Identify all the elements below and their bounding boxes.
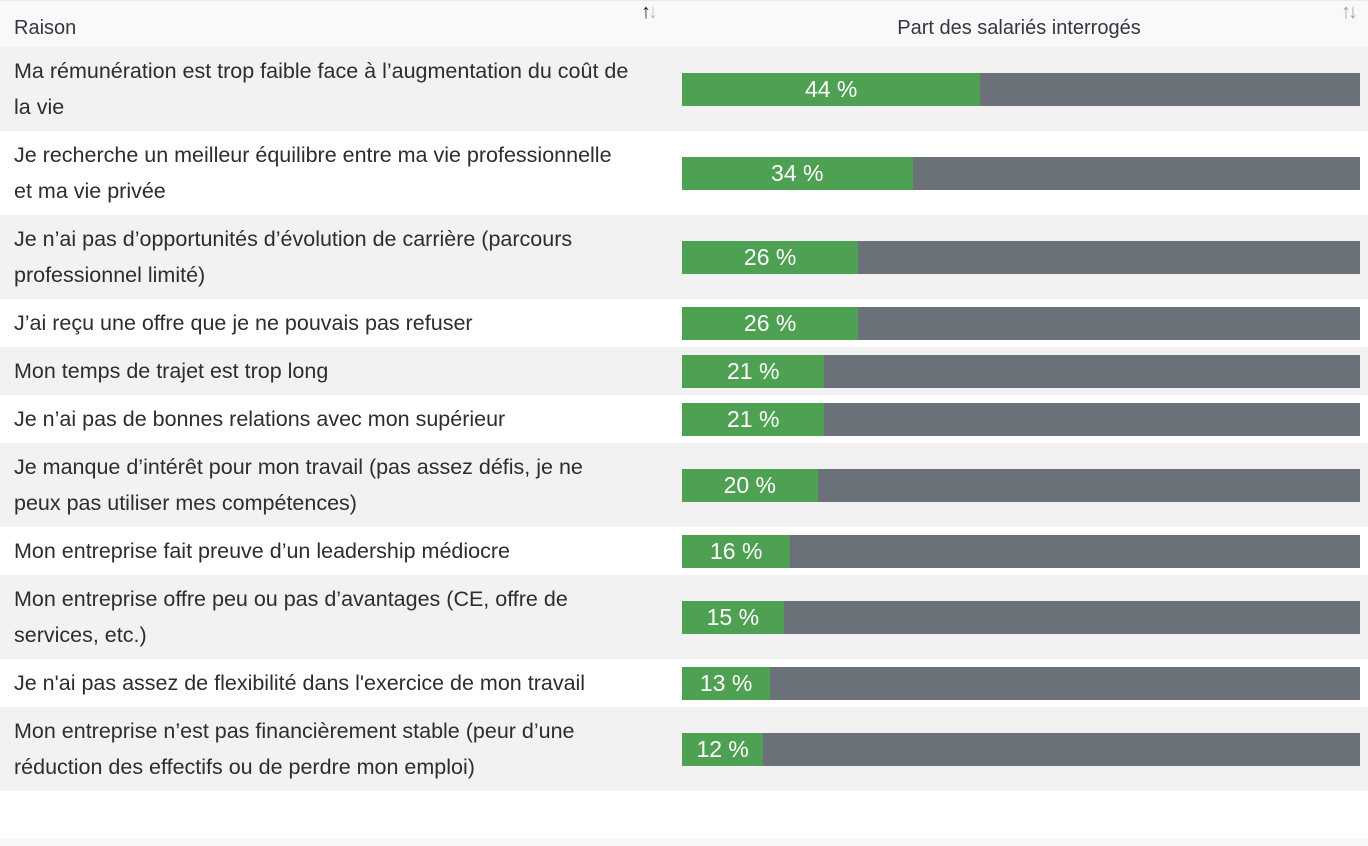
table-row: Je n'ai pas assez de flexibilité dans l'… <box>0 659 1368 707</box>
table-row: Je recherche un meilleur équilibre entre… <box>0 131 1368 215</box>
bar-value-label: 44 % <box>804 75 858 102</box>
column-header-raison-label: Raison <box>14 17 77 39</box>
sort-descending-icon[interactable]: ↓ <box>1348 1 1358 23</box>
sort-descending-icon[interactable]: ↓ <box>648 1 658 23</box>
bar-value-label: 12 % <box>696 735 749 762</box>
bar-track: 26 % <box>682 240 1360 274</box>
bar-track: 12 % <box>682 732 1360 766</box>
reason-label: Mon entreprise fait preuve d’un leadersh… <box>14 539 510 563</box>
bar-cell: 26 % <box>670 306 1368 340</box>
table-row: Mon entreprise offre peu ou pas d’avanta… <box>0 575 1368 659</box>
bar-fill: 16 % <box>682 534 791 568</box>
bar-cell: 21 % <box>670 402 1368 436</box>
column-header-raison[interactable]: Raison ↑↓ <box>0 1 670 47</box>
bar-value-label: 21 % <box>726 357 780 384</box>
bar-track: 16 % <box>682 534 1360 568</box>
reason-label: Je recherche un meilleur équilibre entre… <box>14 143 612 203</box>
reason-label: Je manque d’intérêt pour mon travail (pa… <box>14 455 583 515</box>
sort-ascending-icon[interactable]: ↑ <box>1341 1 1351 23</box>
reason-label: Je n'ai pas assez de flexibilité dans l'… <box>14 671 586 695</box>
reason-label: J’ai reçu une offre que je ne pouvais pa… <box>14 311 473 335</box>
bar-value-label: 15 % <box>706 603 760 630</box>
bar-fill: 34 % <box>682 156 913 190</box>
column-header-part-label: Part des salariés interrogés <box>897 17 1141 39</box>
table-row: Je n’ai pas d’opportunités d’évolution d… <box>0 215 1368 299</box>
bar-track: 21 % <box>682 402 1360 436</box>
reason-label: Mon entreprise offre peu ou pas d’avanta… <box>14 587 568 647</box>
bar-value-label: 13 % <box>699 669 753 696</box>
table-row: Mon entreprise n’est pas financièrement … <box>0 707 1368 791</box>
bar-value-label: 16 % <box>710 537 763 564</box>
table-row: Je n’ai pas de bonnes relations avec mon… <box>0 395 1368 443</box>
bar-value-label: 26 % <box>743 309 797 336</box>
sort-toggle-raison[interactable]: ↑↓ <box>641 2 658 22</box>
bar-value-label: 20 % <box>723 471 777 498</box>
reason-label: Ma rémunération est trop faible face à l… <box>14 59 629 119</box>
bar-cell: 15 % <box>670 600 1368 634</box>
bar-track: 13 % <box>682 666 1360 700</box>
bar-fill: 26 % <box>682 306 859 340</box>
bar-value-label: 21 % <box>726 405 780 432</box>
bar-fill: 15 % <box>682 600 784 634</box>
bar-fill: 21 % <box>682 402 825 436</box>
bar-value-label: 34 % <box>771 159 824 186</box>
table-body: Ma rémunération est trop faible face à l… <box>0 47 1368 791</box>
bar-cell: 16 % <box>670 534 1368 568</box>
bar-cell: 20 % <box>670 468 1368 502</box>
bar-cell: 13 % <box>670 666 1368 700</box>
bar-track: 15 % <box>682 600 1360 634</box>
table-header: Raison ↑↓ Part des salariés interrogés ↑… <box>0 0 1368 47</box>
table-row: Mon entreprise fait preuve d’un leadersh… <box>0 527 1368 575</box>
reason-label: Mon temps de trajet est trop long <box>14 359 329 383</box>
table-row: J’ai reçu une offre que je ne pouvais pa… <box>0 299 1368 347</box>
bar-cell: 21 % <box>670 354 1368 388</box>
bar-value-label: 26 % <box>743 243 797 270</box>
column-header-part[interactable]: Part des salariés interrogés ↑↓ <box>670 1 1368 47</box>
bar-fill: 44 % <box>682 72 981 106</box>
bar-fill: 12 % <box>682 732 764 766</box>
bar-fill: 20 % <box>682 468 818 502</box>
reason-label: Je n’ai pas d’opportunités d’évolution d… <box>14 227 573 287</box>
reason-label: Je n’ai pas de bonnes relations avec mon… <box>14 407 506 431</box>
sort-toggle-part[interactable]: ↑↓ <box>1341 2 1358 22</box>
bar-track: 26 % <box>682 306 1360 340</box>
bar-fill: 13 % <box>682 666 771 700</box>
bar-cell: 34 % <box>670 156 1368 190</box>
reason-label: Mon entreprise n’est pas financièrement … <box>14 719 575 779</box>
bar-cell: 12 % <box>670 732 1368 766</box>
bar-fill: 21 % <box>682 354 825 388</box>
bar-cell: 44 % <box>670 72 1368 106</box>
table-row: Mon temps de trajet est trop long 21 % <box>0 347 1368 395</box>
bar-track: 21 % <box>682 354 1360 388</box>
bar-fill: 26 % <box>682 240 859 274</box>
sort-ascending-icon[interactable]: ↑ <box>641 1 651 23</box>
bar-track: 44 % <box>682 72 1360 106</box>
bar-track: 34 % <box>682 156 1360 190</box>
bar-cell: 26 % <box>670 240 1368 274</box>
table-row: Ma rémunération est trop faible face à l… <box>0 47 1368 131</box>
table-row: Je manque d’intérêt pour mon travail (pa… <box>0 443 1368 527</box>
bar-track: 20 % <box>682 468 1360 502</box>
footer-strip <box>0 838 1368 846</box>
